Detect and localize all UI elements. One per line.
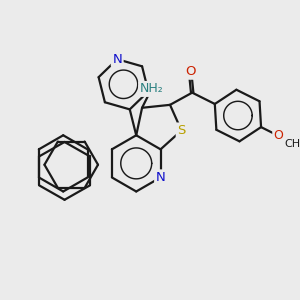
- Text: N: N: [156, 171, 165, 184]
- Text: O: O: [185, 65, 195, 78]
- Text: NH₂: NH₂: [140, 82, 164, 95]
- Text: O: O: [274, 129, 284, 142]
- Text: CH₃: CH₃: [285, 139, 300, 149]
- Text: N: N: [112, 53, 122, 66]
- Text: S: S: [177, 124, 186, 137]
